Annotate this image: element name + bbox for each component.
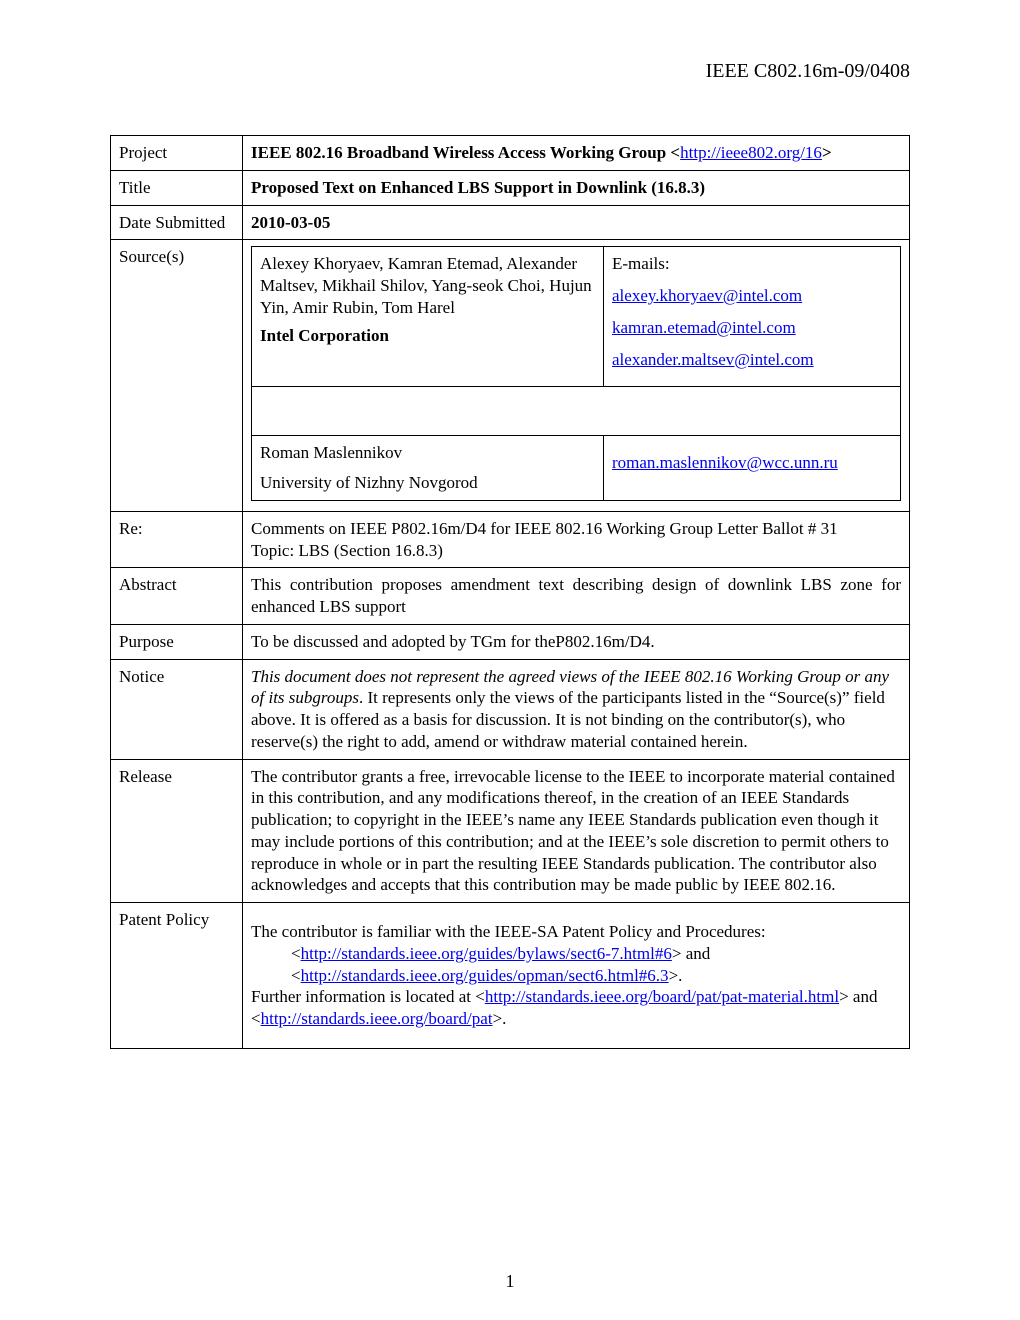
row-release: Release The contributor grants a free, i… [111, 759, 910, 903]
value-notice: This document does not represent the agr… [243, 659, 910, 759]
sources-inner-table: Alexey Khoryaev, Kamran Etemad, Alexande… [251, 246, 901, 501]
row-title: Title Proposed Text on Enhanced LBS Supp… [111, 170, 910, 205]
source1-names: Alexey Khoryaev, Kamran Etemad, Alexande… [260, 253, 595, 318]
patent-l2-post: >. [669, 966, 683, 985]
label-project: Project [111, 136, 243, 171]
title-text: Proposed Text on Enhanced LBS Support in… [251, 178, 705, 197]
row-notice: Notice This document does not represent … [111, 659, 910, 759]
value-re: Comments on IEEE P802.16m/D4 for IEEE 80… [243, 511, 910, 568]
project-link[interactable]: http://ieee802.org/16 [680, 143, 822, 162]
emails1-cell: E-mails: alexey.khoryaev@intel.com kamra… [604, 247, 901, 387]
patent-line1: <http://standards.ieee.org/guides/bylaws… [251, 943, 901, 965]
emails2-cell: roman.maslennikov@wcc.unn.ru [604, 436, 901, 501]
patent-last-pre: < [251, 1009, 261, 1028]
label-purpose: Purpose [111, 624, 243, 659]
value-purpose: To be discussed and adopted by TGm for t… [243, 624, 910, 659]
label-sources: Source(s) [111, 240, 243, 512]
source1-org: Intel Corporation [260, 325, 595, 347]
patent-link1[interactable]: http://standards.ieee.org/guides/bylaws/… [301, 944, 672, 963]
source2-cell: Roman Maslennikov University of Nizhny N… [252, 436, 604, 501]
metadata-table: Project IEEE 802.16 Broadband Wireless A… [110, 135, 910, 1049]
patent-link2[interactable]: http://standards.ieee.org/guides/opman/s… [301, 966, 669, 985]
patent-link4[interactable]: http://standards.ieee.org/board/pat [261, 1009, 493, 1028]
value-abstract: This contribution proposes amendment tex… [243, 568, 910, 625]
label-title: Title [111, 170, 243, 205]
patent-l1-post: > and [672, 944, 710, 963]
row-sources: Source(s) Alexey Khoryaev, Kamran Etemad… [111, 240, 910, 512]
email1-link[interactable]: alexey.khoryaev@intel.com [612, 286, 802, 305]
row-date: Date Submitted 2010-03-05 [111, 205, 910, 240]
row-project: Project IEEE 802.16 Broadband Wireless A… [111, 136, 910, 171]
email4-link[interactable]: roman.maslennikov@wcc.unn.ru [612, 453, 838, 472]
label-date: Date Submitted [111, 205, 243, 240]
value-title: Proposed Text on Enhanced LBS Support in… [243, 170, 910, 205]
patent-link3[interactable]: http://standards.ieee.org/board/pat/pat-… [485, 987, 839, 1006]
project-suffix: > [822, 143, 832, 162]
label-notice: Notice [111, 659, 243, 759]
patent-last: <http://standards.ieee.org/board/pat>. [251, 1008, 901, 1030]
source1-block: Alexey Khoryaev, Kamran Etemad, Alexande… [260, 253, 595, 346]
row-abstract: Abstract This contribution proposes amen… [111, 568, 910, 625]
value-sources: Alexey Khoryaev, Kamran Etemad, Alexande… [243, 240, 910, 512]
patent-line2: <http://standards.ieee.org/guides/opman/… [251, 965, 901, 987]
patent-last-post: >. [493, 1009, 507, 1028]
value-date: 2010-03-05 [243, 205, 910, 240]
label-release: Release [111, 759, 243, 903]
patent-l2-pre: < [291, 966, 301, 985]
re-line1: Comments on IEEE P802.16m/D4 for IEEE 80… [251, 518, 901, 540]
row-purpose: Purpose To be discussed and adopted by T… [111, 624, 910, 659]
patent-further-pre: Further information is located at < [251, 987, 485, 1006]
label-patent: Patent Policy [111, 903, 243, 1049]
source2-org: University of Nizhny Novgorod [260, 472, 595, 494]
source2-names: Roman Maslennikov [260, 442, 595, 464]
value-release: The contributor grants a free, irrevocab… [243, 759, 910, 903]
email3-link[interactable]: alexander.maltsev@intel.com [612, 350, 814, 369]
re-line2: Topic: LBS (Section 16.8.3) [251, 540, 901, 562]
document-page: IEEE C802.16m-09/0408 Project IEEE 802.1… [0, 0, 1020, 1320]
row-re: Re: Comments on IEEE P802.16m/D4 for IEE… [111, 511, 910, 568]
value-patent: The contributor is familiar with the IEE… [243, 903, 910, 1049]
patent-l1-pre: < [291, 944, 301, 963]
page-number: 1 [0, 1271, 1020, 1292]
email2-link[interactable]: kamran.etemad@intel.com [612, 318, 796, 337]
label-abstract: Abstract [111, 568, 243, 625]
patent-further-post: > and [839, 987, 877, 1006]
emails-label: E-mails: [612, 253, 892, 275]
patent-further: Further information is located at <http:… [251, 986, 901, 1008]
value-project: IEEE 802.16 Broadband Wireless Access Wo… [243, 136, 910, 171]
project-prefix: IEEE 802.16 Broadband Wireless Access Wo… [251, 143, 680, 162]
label-re: Re: [111, 511, 243, 568]
patent-intro: The contributor is familiar with the IEE… [251, 921, 901, 943]
document-id: IEEE C802.16m-09/0408 [110, 60, 910, 83]
source1-cell: Alexey Khoryaev, Kamran Etemad, Alexande… [252, 247, 604, 387]
date-text: 2010-03-05 [251, 213, 330, 232]
row-patent: Patent Policy The contributor is familia… [111, 903, 910, 1049]
